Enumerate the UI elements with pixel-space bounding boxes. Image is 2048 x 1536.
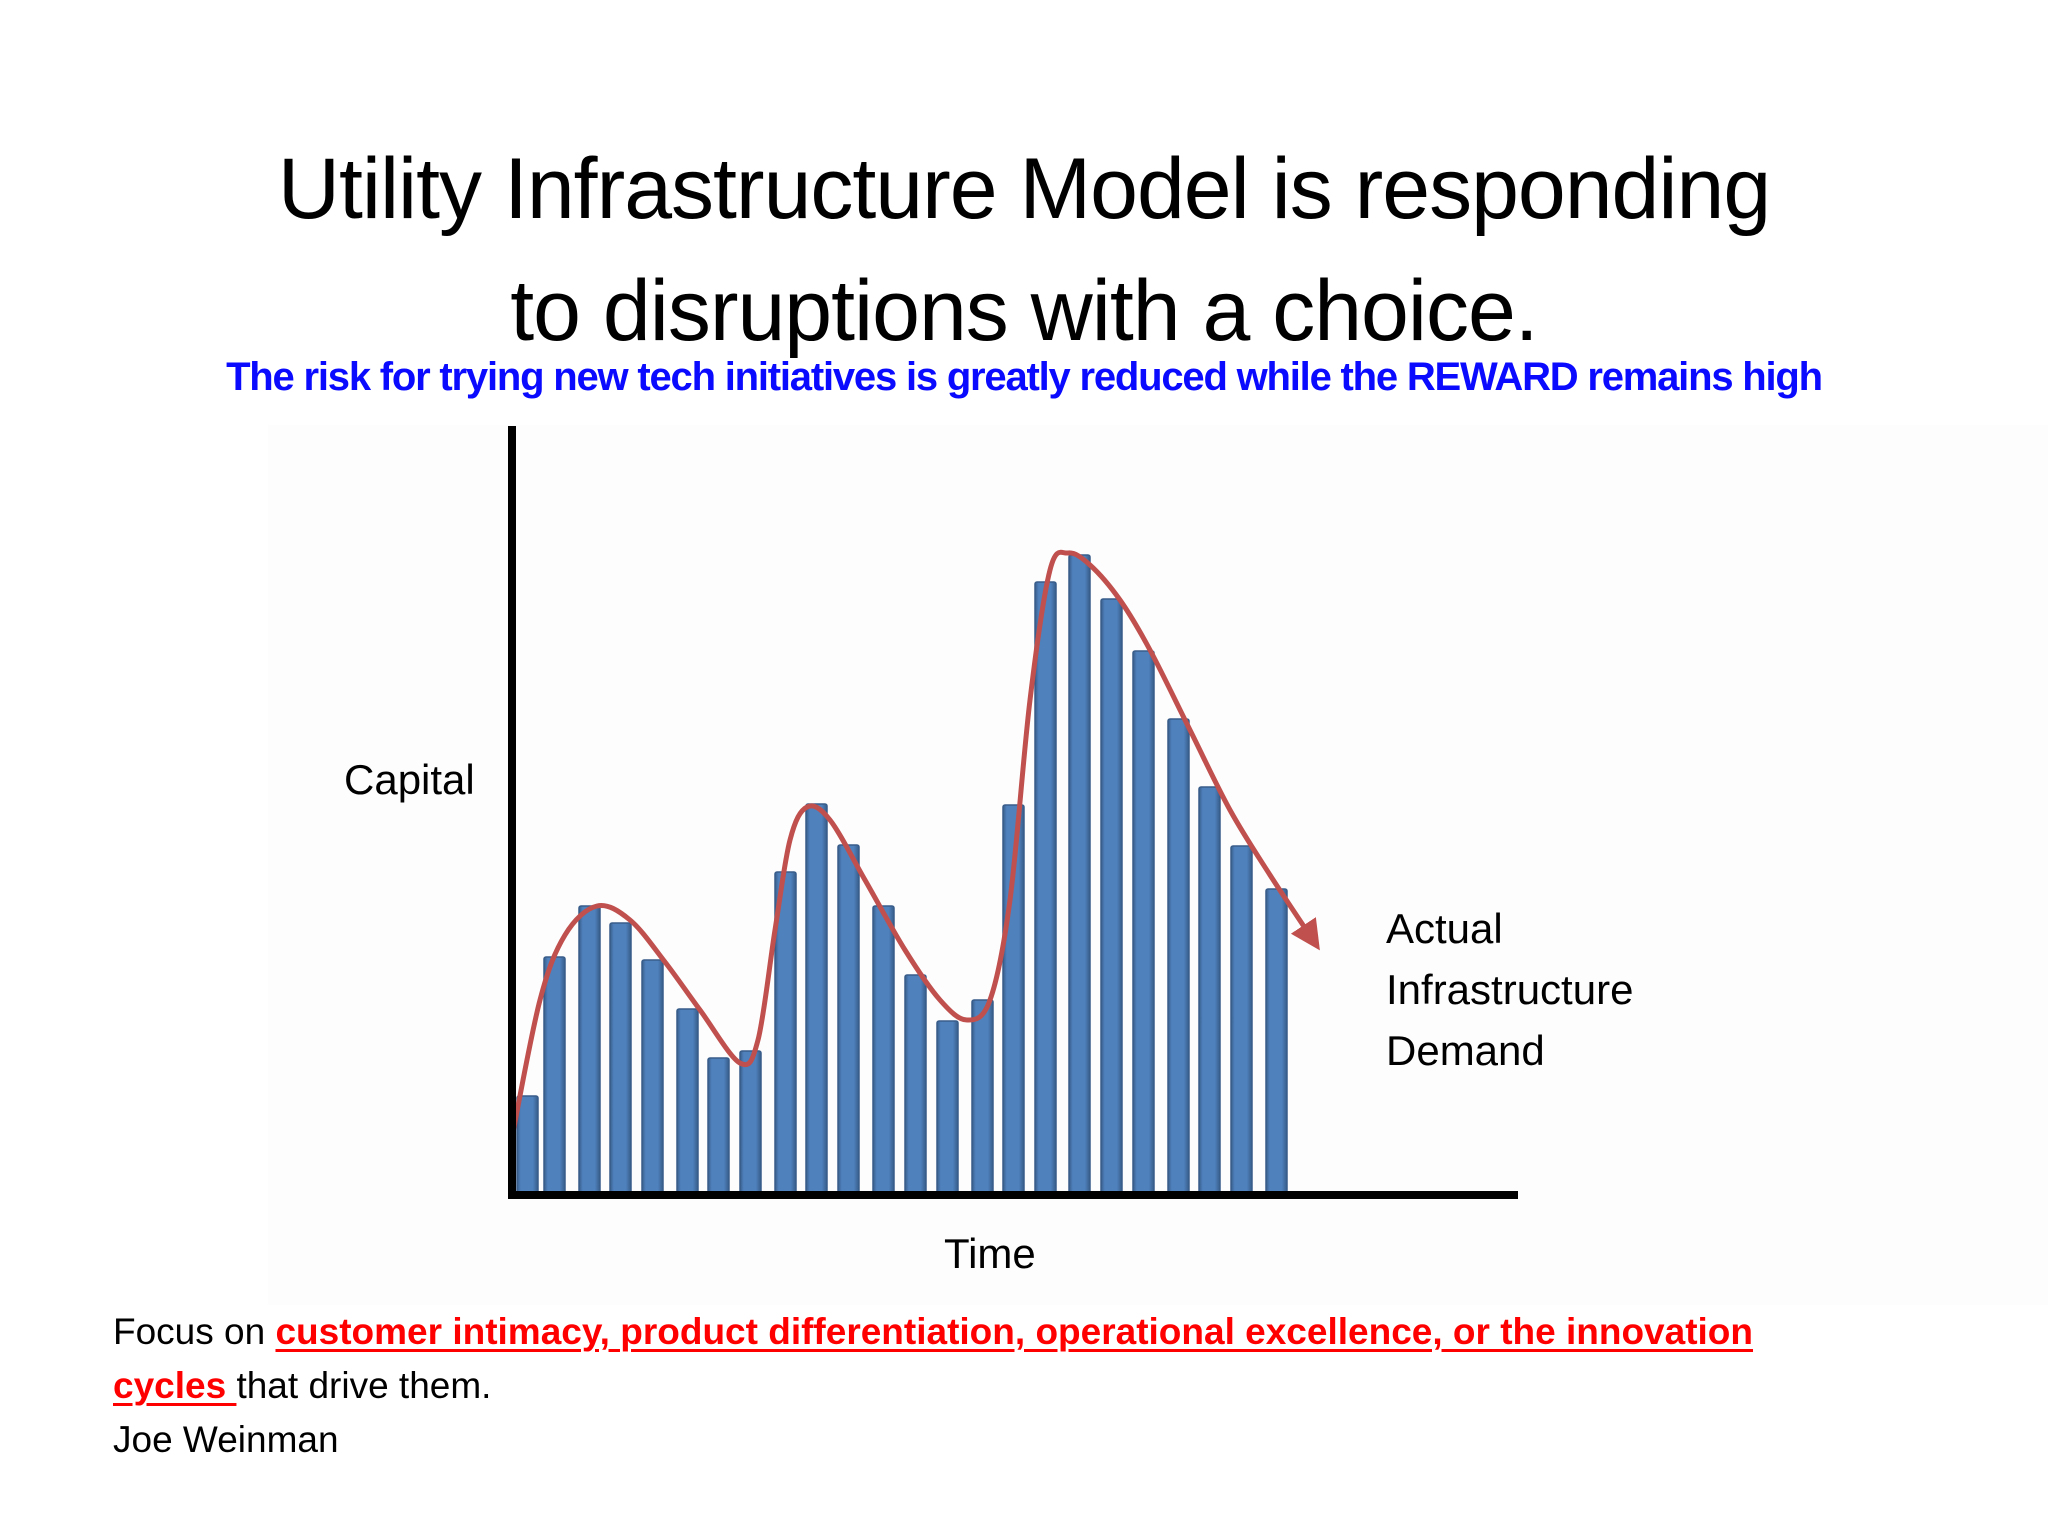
x-axis-line — [508, 1191, 1518, 1199]
annotation-line-2: Infrastructure — [1386, 966, 1634, 1013]
bar-t11 — [837, 844, 860, 1196]
slide-title: Utility Infrastructure Model is respondi… — [0, 128, 2048, 372]
bar-t2 — [543, 956, 566, 1196]
trend-arrow-curve — [510, 549, 1320, 1135]
bar-t6 — [676, 1008, 699, 1196]
bar-t21 — [1167, 718, 1190, 1196]
bar-t15 — [971, 999, 994, 1196]
footer-line-1: Focus on customer intimacy, product diff… — [113, 1305, 1913, 1359]
slide-title-line-2: to disruptions with a choice. — [510, 262, 1538, 359]
bar-t18 — [1068, 554, 1091, 1196]
bar-t4 — [609, 922, 632, 1196]
y-axis-line — [508, 426, 516, 1199]
footer-line-2-plain: that drive them. — [236, 1365, 492, 1406]
series-annotation: Actual Infrastructure Demand — [1386, 898, 1633, 1081]
footer-line-1-plain: Focus on — [113, 1311, 276, 1352]
bar-t20 — [1132, 650, 1155, 1196]
footer-highlight-link-1[interactable]: customer intimacy, product differentiati… — [275, 1311, 1754, 1352]
footer-attribution: Joe Weinman — [113, 1419, 339, 1460]
bar-t5 — [641, 959, 664, 1196]
slide-subtitle: The risk for trying new tech initiatives… — [226, 355, 1823, 399]
bar-t23 — [1230, 845, 1253, 1196]
bar-t7 — [707, 1057, 730, 1196]
bar-series — [516, 554, 1288, 1196]
slide-title-line-1: Utility Infrastructure Model is respondi… — [277, 140, 1771, 237]
bar-t10 — [805, 803, 828, 1196]
footer-line-2: cycles that drive them. — [113, 1359, 1913, 1413]
bar-t24 — [1265, 888, 1288, 1196]
y-axis-label: Capital — [344, 756, 475, 803]
bar-t14 — [936, 1020, 959, 1196]
bar-t12 — [872, 905, 895, 1196]
footer-note: Focus on customer intimacy, product diff… — [113, 1305, 1913, 1467]
bar-t19 — [1100, 598, 1123, 1196]
bar-t3 — [578, 905, 601, 1196]
annotation-line-1: Actual — [1386, 905, 1503, 952]
annotation-line-3: Demand — [1386, 1027, 1545, 1074]
bar-t22 — [1198, 786, 1221, 1196]
bar-t13 — [904, 974, 927, 1196]
x-axis-label: Time — [944, 1230, 1036, 1277]
bar-t8 — [739, 1050, 762, 1196]
footer-highlight-link-2[interactable]: cycles — [113, 1365, 237, 1406]
bar-t17 — [1034, 581, 1057, 1196]
bar-t1 — [516, 1095, 539, 1196]
